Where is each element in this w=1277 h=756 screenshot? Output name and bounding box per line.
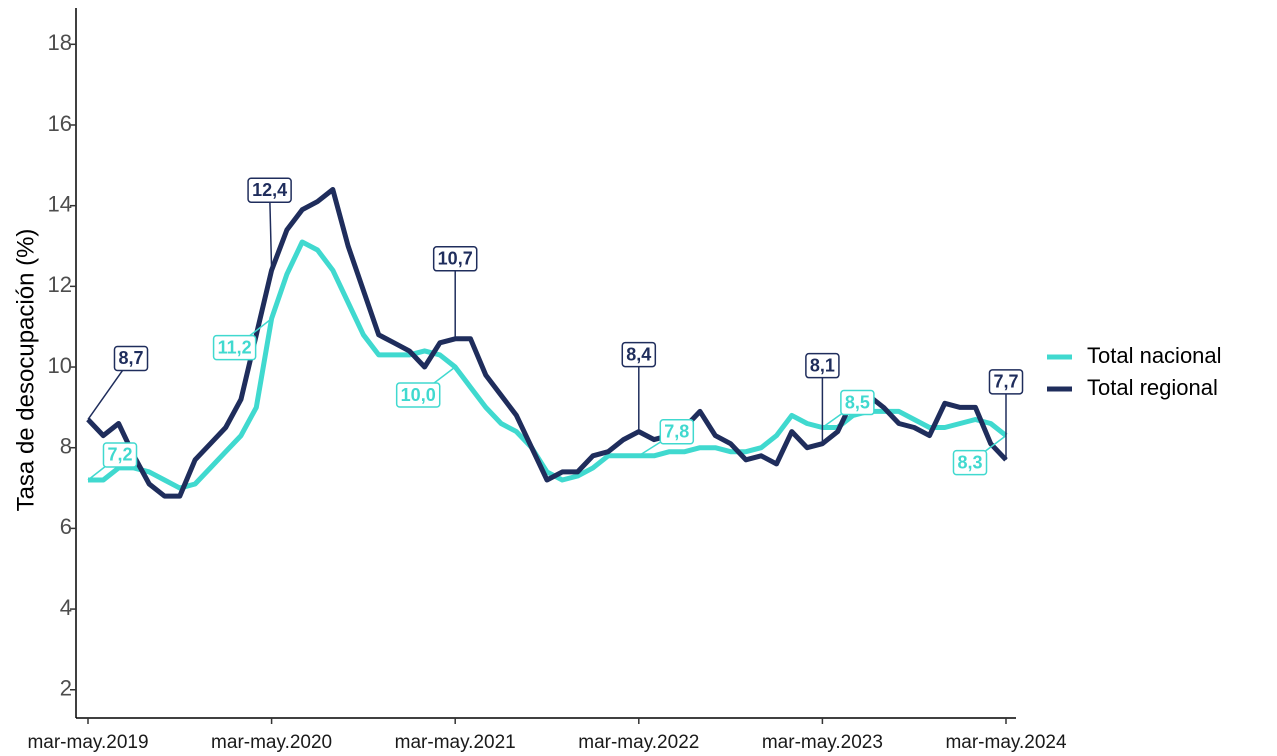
label-connector (268, 190, 273, 271)
data-label: 8,1 (805, 352, 840, 444)
x-tick-label: mar-may.2024 (945, 732, 1067, 753)
label-box (621, 341, 657, 368)
data-label: 12,4 (247, 177, 292, 271)
x-tick-label: mar-may.2020 (211, 732, 332, 753)
y-tick-label: 12 (48, 272, 72, 297)
label-box (247, 177, 292, 203)
label-text: 7,7 (993, 372, 1018, 392)
label-text: 10,7 (438, 249, 473, 269)
x-tick-label: mar-may.2021 (395, 732, 516, 753)
label-box (212, 334, 257, 361)
label-text: 8,4 (626, 344, 651, 364)
label-box (432, 246, 478, 272)
label-box (988, 369, 1024, 395)
x-tick-label: mar-may.2023 (762, 732, 883, 753)
label-box (102, 442, 138, 468)
label-text: 10,0 (401, 385, 436, 405)
y-tick-label: 6 (60, 514, 72, 539)
y-tick-label: 4 (60, 595, 72, 620)
label-text: 12,4 (252, 180, 287, 200)
label-box (840, 389, 875, 416)
legend-label: Total regional (1087, 375, 1218, 400)
data-label: 8,4 (621, 341, 657, 432)
x-tick-label: mar-may.2022 (578, 732, 699, 753)
y-tick-label: 2 (60, 676, 72, 701)
label-text: 8,7 (118, 348, 143, 368)
label-text: 11,2 (218, 337, 252, 357)
label-text: 8,5 (845, 392, 870, 412)
label-box (952, 449, 988, 476)
data-label: 7,7 (988, 369, 1024, 460)
label-box (113, 345, 149, 372)
data-label: 10,7 (432, 246, 478, 339)
y-axis-title: Tasa de desocupación (%) (12, 229, 39, 512)
data-label: 10,0 (395, 366, 456, 408)
label-text: 8,1 (810, 355, 835, 375)
data-label: 7,2 (87, 442, 138, 481)
y-tick-label: 14 (48, 191, 72, 216)
y-tick-label: 8 (60, 434, 72, 459)
label-box (805, 352, 840, 379)
label-text: 7,2 (107, 445, 132, 465)
series-line (88, 239, 1008, 491)
data-label: 8,3 (952, 435, 1007, 476)
legend-label: Total nacional (1087, 343, 1222, 368)
x-tick-label: mar-may.2019 (27, 732, 148, 753)
data-label: 8,5 (821, 389, 875, 429)
data-label: 8,7 (87, 345, 149, 420)
y-tick-label: 16 (48, 111, 72, 136)
label-text: 8,3 (957, 452, 982, 472)
label-text: 7,8 (664, 422, 689, 442)
data-label: 7,8 (638, 419, 695, 457)
y-tick-label: 18 (48, 30, 72, 55)
data-label: 11,2 (212, 318, 273, 361)
label-box (659, 419, 695, 445)
label-box (395, 382, 441, 408)
y-tick-label: 10 (48, 353, 72, 378)
